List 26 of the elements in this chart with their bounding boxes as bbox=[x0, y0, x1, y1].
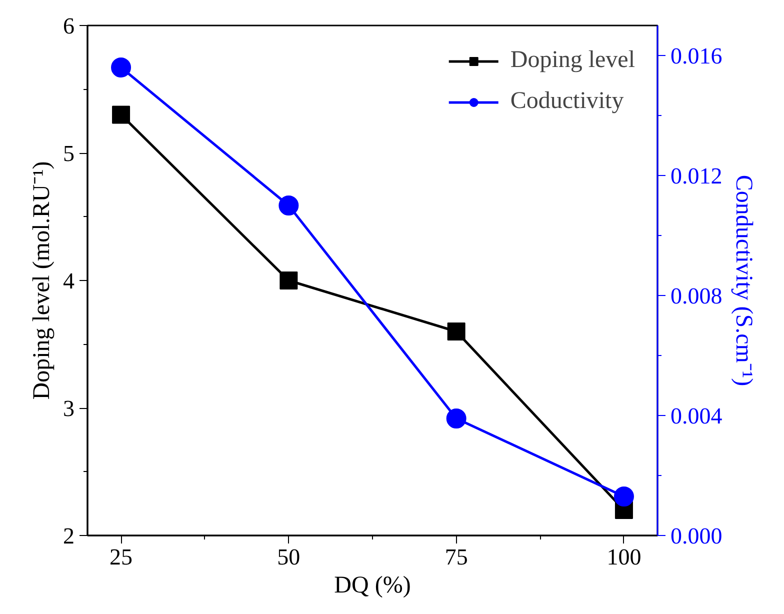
y-tick-label: 6 bbox=[63, 14, 74, 38]
point bbox=[111, 58, 132, 78]
legend-label: Doping level bbox=[510, 47, 635, 74]
x-axis-title: DQ (%) bbox=[334, 572, 411, 598]
point bbox=[447, 322, 466, 340]
point bbox=[280, 272, 298, 290]
x-tick-label: 100 bbox=[606, 544, 642, 570]
y2-tick-label: 0.008 bbox=[670, 284, 722, 308]
y2-tick-label: 0.016 bbox=[670, 44, 722, 68]
y2-tick-label: 0.004 bbox=[670, 404, 723, 428]
y2-tick-label: 0.000 bbox=[670, 524, 722, 548]
y-axis-title: Doping level (mol.RU⁻¹) bbox=[29, 161, 55, 400]
point bbox=[112, 106, 130, 124]
point bbox=[446, 408, 466, 428]
y2-axis-title: Conductivity (S.cm⁻¹) bbox=[730, 174, 756, 386]
point bbox=[614, 486, 634, 506]
y-tick-label: 5 bbox=[63, 141, 74, 166]
y2-tick-label: 0.012 bbox=[670, 164, 722, 188]
y-tick-label: 3 bbox=[63, 396, 74, 421]
x-tick-label: 50 bbox=[277, 544, 300, 570]
point bbox=[278, 196, 299, 216]
y-tick-label: 4 bbox=[63, 268, 75, 294]
x-tick-label: 75 bbox=[444, 544, 468, 570]
legend-label: Coductivity bbox=[510, 88, 624, 115]
y-tick-label: 2 bbox=[63, 524, 74, 548]
x-tick-label: 25 bbox=[110, 544, 133, 570]
